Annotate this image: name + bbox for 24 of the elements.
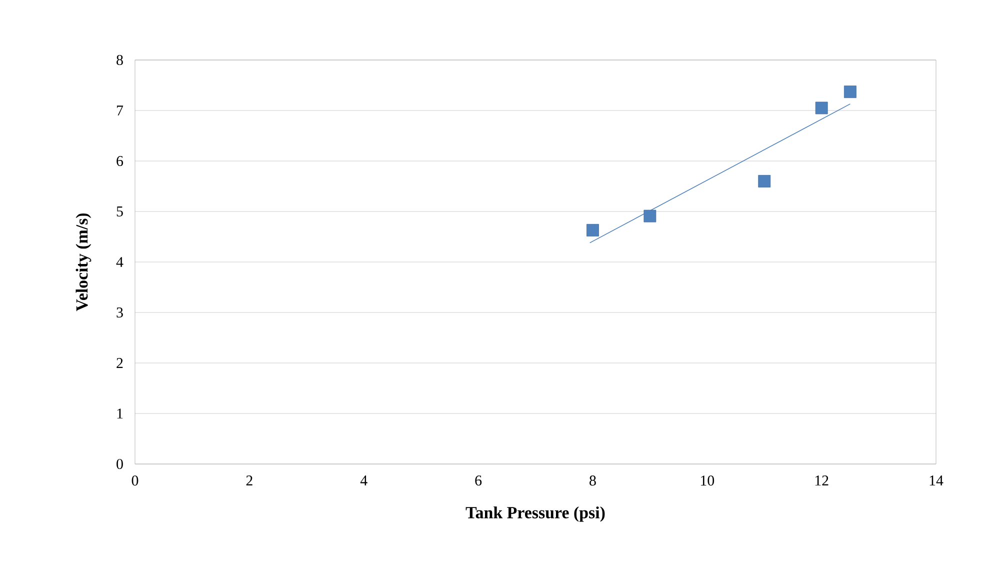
y-tick-label: 3 (116, 307, 123, 318)
x-tick-label: 2 (246, 476, 252, 486)
x-tick-label: 10 (700, 476, 714, 486)
y-tick-label: 7 (116, 106, 124, 116)
y-tick-label: 1 (117, 408, 123, 418)
point (758, 175, 771, 188)
point (815, 102, 828, 114)
x-tick-label: 4 (360, 476, 368, 486)
x-tick-label: 0 (132, 476, 138, 486)
y-tick-label: 2 (116, 358, 123, 368)
x-axis-title: Tank Pressure (psi) (466, 506, 605, 522)
x-tick-label: 12 (815, 476, 828, 486)
y-tick-label: 5 (116, 206, 123, 216)
y-axis-title: Velocity (m/s) (76, 213, 92, 312)
point (844, 86, 856, 98)
y-tick-label: 8 (116, 54, 123, 66)
point (644, 210, 656, 222)
y-tick-label: 0 (116, 458, 123, 470)
x-tick-label: 14 (930, 476, 944, 486)
x-tick-label: 8 (590, 476, 596, 486)
y-tick-label: 4 (116, 257, 124, 267)
point (586, 224, 599, 236)
x-tick-label: 6 (475, 476, 482, 486)
y-tick-label: 6 (116, 156, 124, 166)
